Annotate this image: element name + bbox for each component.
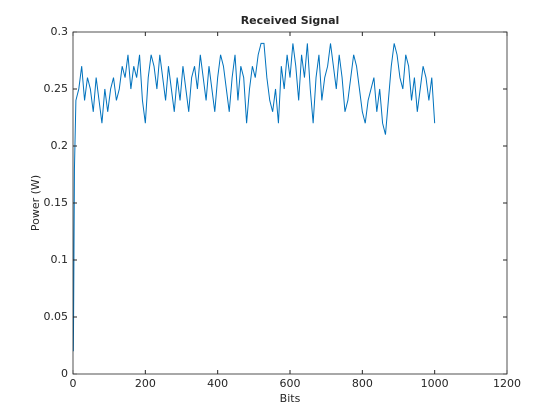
x-tick-label: 400 [207, 377, 228, 390]
y-tick-label: 0 [61, 367, 68, 380]
y-tick-label: 0.1 [51, 253, 69, 266]
y-axis-label: Power (W) [29, 175, 42, 231]
x-tick-label: 800 [352, 377, 373, 390]
y-tick-label: 0.3 [51, 25, 69, 38]
x-tick-label: 1200 [493, 377, 521, 390]
chart-title: Received Signal [241, 14, 340, 27]
x-tick-label: 600 [280, 377, 301, 390]
x-tick-label: 1000 [421, 377, 449, 390]
x-tick-label: 200 [135, 377, 156, 390]
y-tick-label: 0.2 [51, 139, 69, 152]
data-line [72, 42, 436, 352]
y-tick-label: 0.15 [44, 196, 69, 209]
y-tick-label: 0.05 [44, 310, 69, 323]
x-tick-label: 0 [70, 377, 77, 390]
x-axis-label: Bits [280, 392, 301, 405]
y-tick-label: 0.25 [44, 82, 69, 95]
